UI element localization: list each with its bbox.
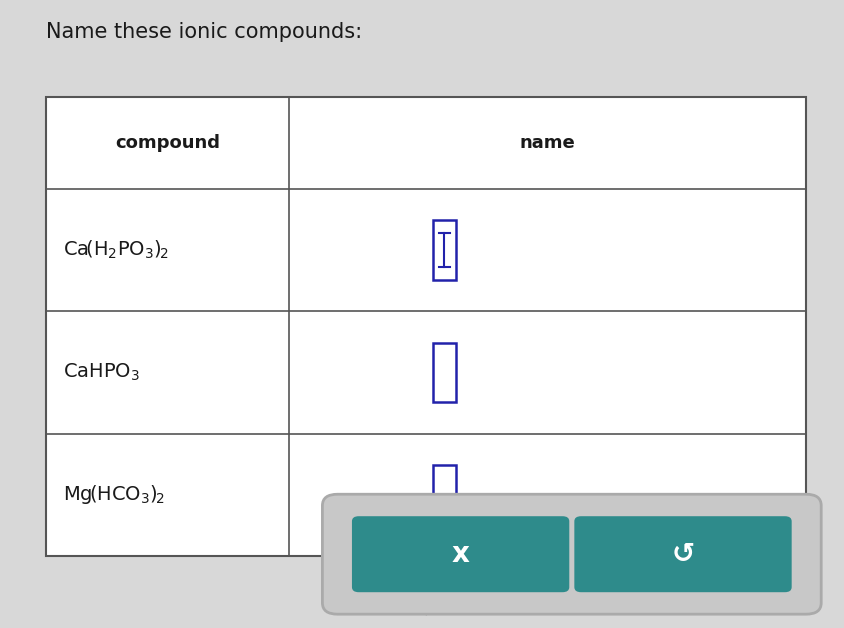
Text: ↺: ↺: [671, 540, 695, 568]
Text: $\mathrm{Ca}\!\left(\mathrm{H_2PO_3}\right)_{\!2}$: $\mathrm{Ca}\!\left(\mathrm{H_2PO_3}\rig…: [63, 239, 169, 261]
Text: compound: compound: [116, 134, 220, 152]
Text: $\mathrm{CaHPO_3}$: $\mathrm{CaHPO_3}$: [63, 362, 140, 383]
FancyBboxPatch shape: [322, 494, 821, 614]
FancyBboxPatch shape: [433, 343, 457, 403]
Text: $\mathrm{Mg}\!\left(\mathrm{HCO_3}\right)_{\!2}$: $\mathrm{Mg}\!\left(\mathrm{HCO_3}\right…: [63, 483, 165, 506]
Text: name: name: [520, 134, 576, 152]
Text: Name these ionic compounds:: Name these ionic compounds:: [46, 22, 363, 42]
FancyBboxPatch shape: [352, 516, 570, 592]
FancyBboxPatch shape: [433, 220, 457, 280]
FancyBboxPatch shape: [433, 465, 457, 524]
Text: x: x: [452, 540, 469, 568]
FancyBboxPatch shape: [575, 516, 792, 592]
FancyBboxPatch shape: [46, 97, 806, 556]
